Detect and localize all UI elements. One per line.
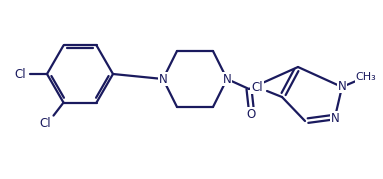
Text: N: N xyxy=(223,72,231,86)
Text: CH₃: CH₃ xyxy=(356,72,376,82)
Text: N: N xyxy=(338,79,346,93)
Text: Cl: Cl xyxy=(14,67,26,81)
Text: N: N xyxy=(331,112,339,125)
Text: N: N xyxy=(159,72,167,86)
Text: Cl: Cl xyxy=(251,81,263,93)
Text: Cl: Cl xyxy=(40,117,51,130)
Text: O: O xyxy=(246,108,255,120)
